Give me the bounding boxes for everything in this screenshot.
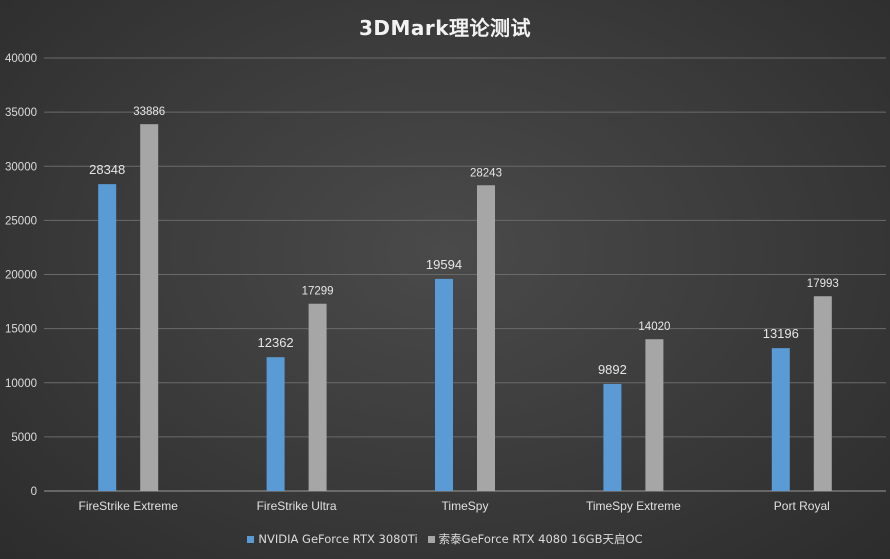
bar-series-1: [771, 348, 790, 491]
legend-label: NVIDIA GeForce RTX 3080Ti: [258, 532, 418, 546]
y-tick-label: 0: [31, 486, 37, 498]
legend-swatch: [247, 535, 255, 543]
bar-series-2: [645, 339, 664, 491]
bar-series-2: [140, 124, 159, 491]
chart-title: 3DMark理论测试: [358, 16, 532, 40]
bar-series-1: [435, 278, 453, 491]
data-label: 17993: [807, 278, 839, 290]
bar-series-1: [603, 383, 622, 491]
data-label: 28243: [470, 167, 502, 179]
x-tick-label: FireStrike Extreme: [79, 499, 179, 513]
legend-item: NVIDIA GeForce RTX 3080Ti: [247, 531, 418, 547]
data-label: 13196: [763, 326, 799, 341]
data-label: 9892: [598, 362, 627, 377]
chart-legend: NVIDIA GeForce RTX 3080Ti 索泰GeForce RTX 4…: [0, 531, 890, 547]
data-label: 14020: [638, 321, 670, 333]
data-label: 19594: [426, 257, 462, 272]
data-label: 33886: [133, 106, 165, 118]
y-tick-label: 30000: [5, 161, 37, 173]
x-tick-label: TimeSpy: [442, 499, 489, 513]
data-label: 12362: [258, 335, 294, 350]
y-tick-label: 15000: [5, 324, 37, 336]
y-tick-label: 25000: [5, 215, 37, 227]
bar-series-2: [308, 303, 327, 491]
bar-series-2: [477, 185, 495, 491]
bar-series-2: [813, 296, 832, 491]
bar-series-1: [98, 184, 117, 491]
y-tick-label: 10000: [5, 378, 37, 390]
legend-swatch: [427, 535, 435, 543]
x-tick-label: FireStrike Ultra: [257, 499, 337, 513]
bar-series-1: [266, 357, 285, 491]
data-label: 28348: [89, 162, 125, 177]
y-tick-label: 40000: [5, 53, 37, 65]
y-tick-label: 35000: [5, 107, 37, 119]
y-tick-label: 20000: [5, 270, 37, 282]
x-tick-label: TimeSpy Extreme: [586, 499, 681, 513]
data-label: 17299: [302, 286, 334, 298]
x-tick-label: Port Royal: [774, 499, 830, 513]
legend-label: 索泰GeForce RTX 4080 16GB天启OC: [438, 532, 643, 546]
legend-item: 索泰GeForce RTX 4080 16GB天启OC: [427, 531, 643, 547]
y-tick-label: 5000: [11, 432, 37, 444]
